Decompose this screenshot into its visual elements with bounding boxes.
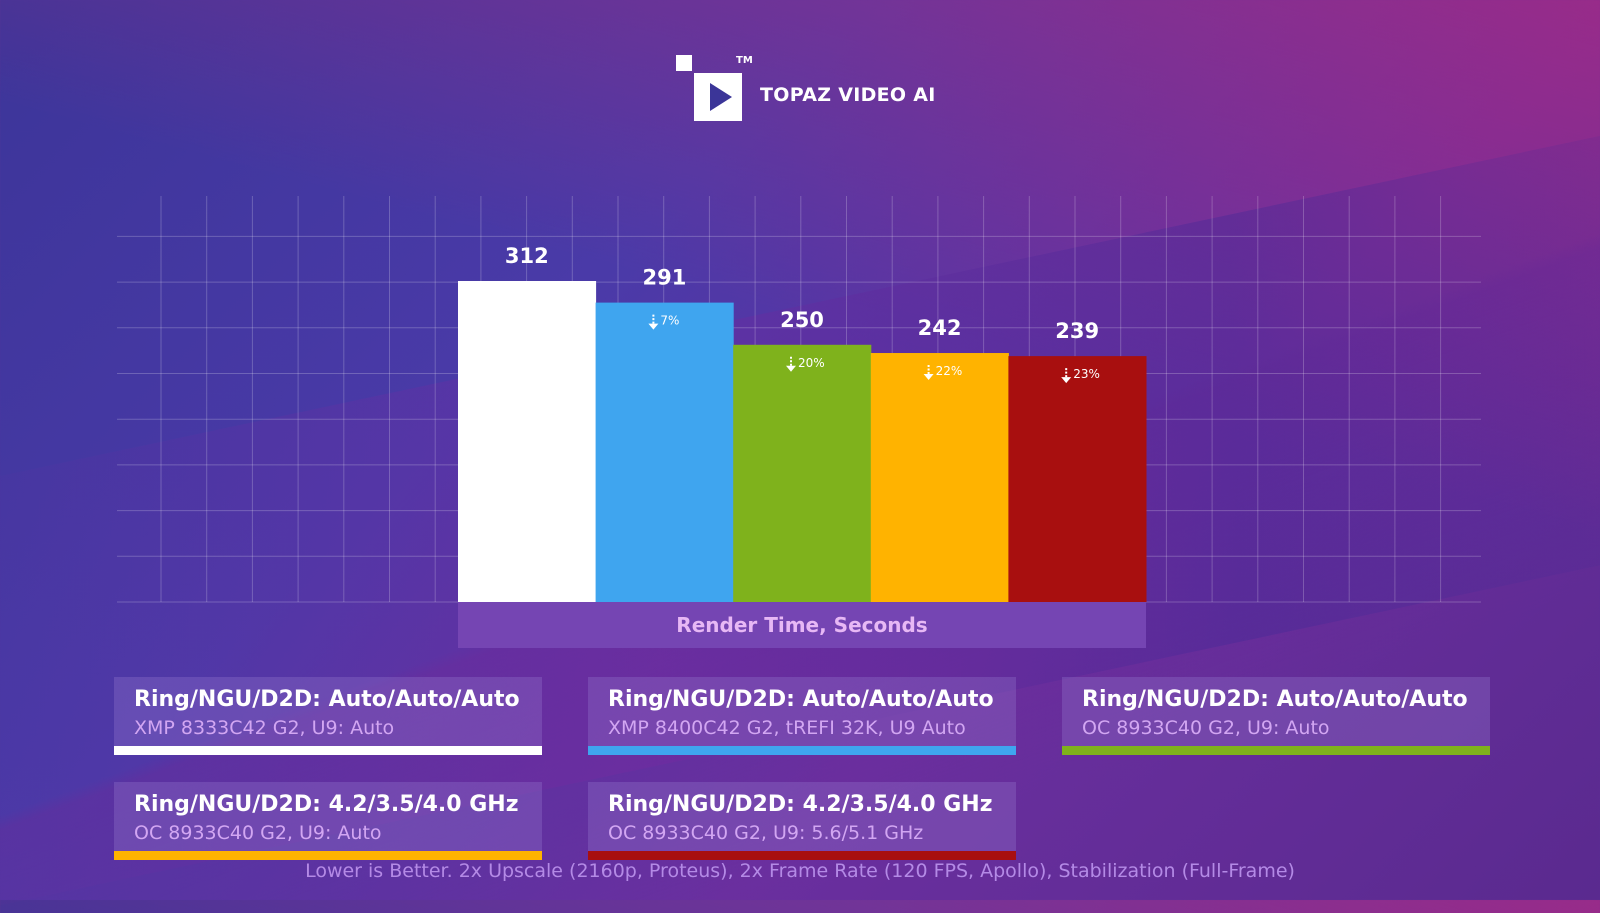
legend-item-subtitle: OC 8933C40 G2, U9: Auto (134, 822, 382, 844)
legend-item-title: Ring/NGU/D2D: 4.2/3.5/4.0 GHz (134, 792, 519, 817)
down-arrow-icon (923, 365, 934, 381)
topaz-logo-icon (676, 55, 742, 121)
legend-swatch (588, 851, 1016, 860)
bar (458, 281, 597, 602)
legend-swatch (114, 746, 542, 755)
bar (870, 353, 1009, 602)
bar (733, 344, 872, 602)
legend-item-subtitle: OC 8933C40 G2, U9: Auto (1082, 717, 1330, 739)
bar-value-label: 312 (505, 244, 549, 268)
legend-item-title: Ring/NGU/D2D: Auto/Auto/Auto (134, 687, 520, 712)
legend-item: Ring/NGU/D2D: Auto/Auto/Auto OC 8933C40 … (1062, 677, 1490, 755)
bar-value-label: 291 (642, 266, 686, 290)
bar-reduction-label: 22% (936, 364, 963, 378)
legend-swatch (588, 746, 1016, 755)
down-arrow-icon (786, 356, 796, 372)
legend-item: Ring/NGU/D2D: Auto/Auto/Auto XMP 8400C42… (588, 677, 1016, 755)
footnote: Lower is Better. 2x Upscale (2160p, Prot… (305, 860, 1295, 882)
down-arrow-icon (648, 314, 659, 330)
legend-item-subtitle: XMP 8400C42 G2, tREFI 32K, U9 Auto (608, 717, 966, 739)
trademark-mark: TM (736, 55, 753, 66)
topaz-logo: TM TOPAZ VIDEO AI (676, 55, 956, 125)
bar-reduction-label: 7% (660, 314, 679, 328)
legend-item-title: Ring/NGU/D2D: Auto/Auto/Auto (1082, 687, 1468, 712)
brand-name: TOPAZ VIDEO AI (760, 84, 936, 106)
bar-value-label: 239 (1055, 319, 1099, 343)
legend-item: Ring/NGU/D2D: 4.2/3.5/4.0 GHz OC 8933C40… (588, 782, 1016, 860)
legend-item-subtitle: XMP 8333C42 G2, U9: Auto (134, 717, 395, 739)
legend-item-title: Ring/NGU/D2D: 4.2/3.5/4.0 GHz (608, 792, 993, 817)
bar-reduction-label: 20% (798, 356, 825, 370)
legend-item-title: Ring/NGU/D2D: Auto/Auto/Auto (608, 687, 994, 712)
bar (1008, 356, 1147, 602)
legend-item-subtitle: OC 8933C40 G2, U9: 5.6/5.1 GHz (608, 822, 924, 844)
legend-item: Ring/NGU/D2D: 4.2/3.5/4.0 GHz OC 8933C40… (114, 782, 542, 860)
legend-swatch (114, 851, 542, 860)
chart-value-labels: 312 291 7% 250 20% 242 22% 239 23% (505, 244, 1100, 384)
down-arrow-icon (1061, 368, 1072, 384)
legend-item: Ring/NGU/D2D: Auto/Auto/Auto XMP 8333C42… (114, 677, 542, 755)
chart-bars (458, 281, 1147, 602)
legend-swatch (1062, 746, 1490, 755)
bar-value-label: 242 (918, 316, 962, 340)
bar-reduction-label: 23% (1073, 367, 1100, 381)
x-axis-label: Render Time, Seconds (458, 602, 1146, 648)
bar-value-label: 250 (780, 308, 824, 332)
bar (595, 302, 734, 602)
